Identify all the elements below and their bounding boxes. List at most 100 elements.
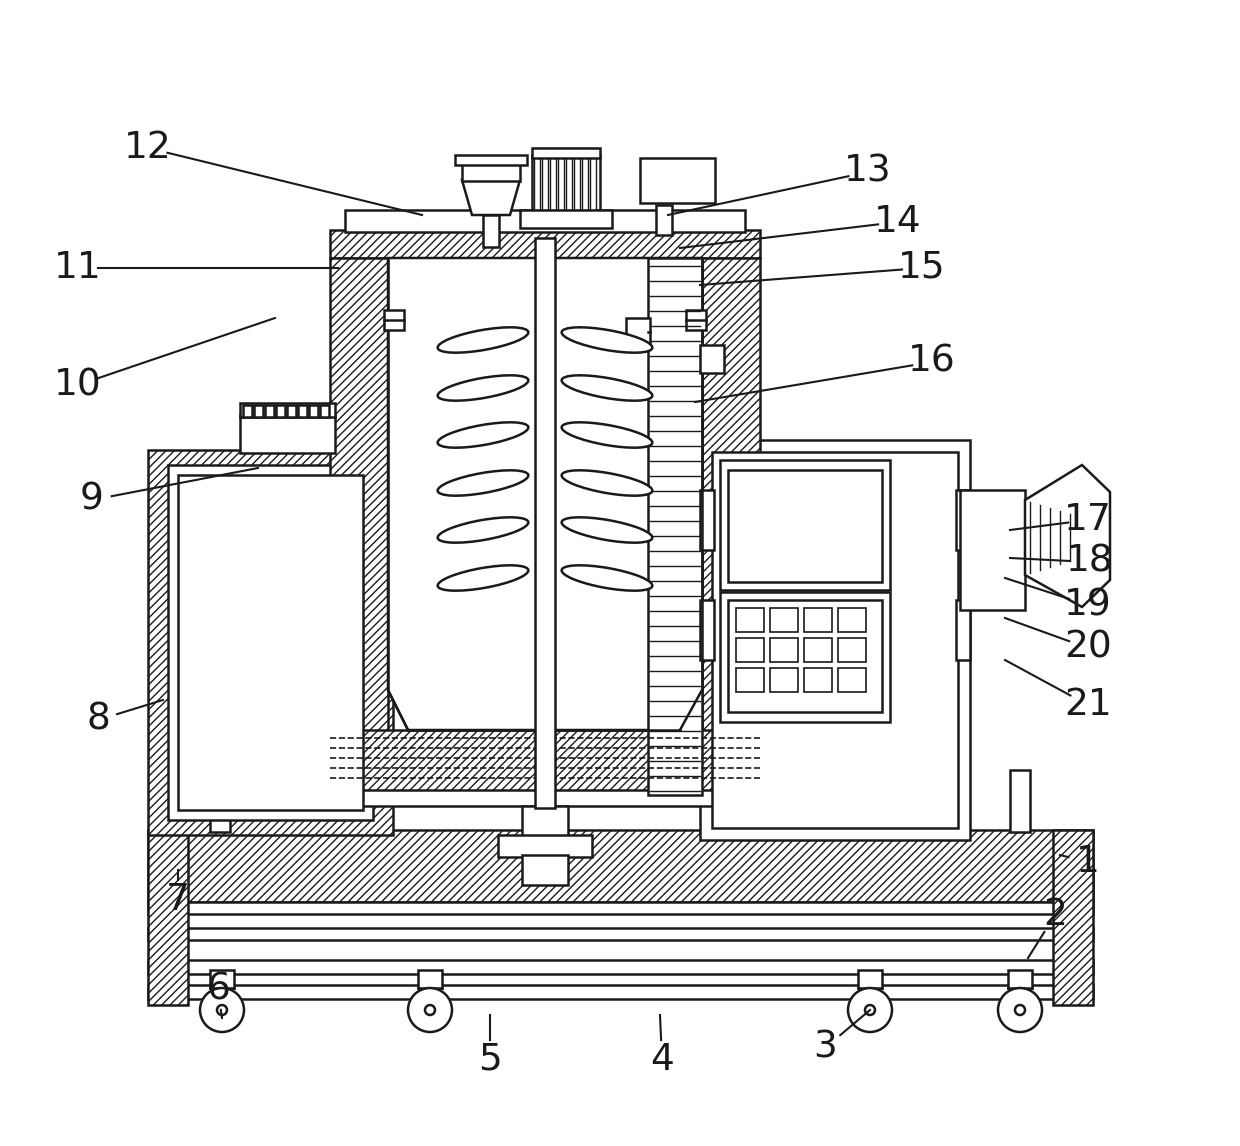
Bar <box>298 405 308 417</box>
Ellipse shape <box>562 376 652 401</box>
Bar <box>148 830 1092 902</box>
Circle shape <box>425 1005 435 1015</box>
Bar <box>330 790 760 806</box>
Text: 12: 12 <box>124 129 172 166</box>
Bar <box>720 460 890 590</box>
Bar <box>590 148 596 210</box>
Bar <box>463 162 520 181</box>
Polygon shape <box>388 258 702 730</box>
Circle shape <box>217 1005 227 1015</box>
Text: 6: 6 <box>206 972 229 1008</box>
Text: 19: 19 <box>1064 587 1112 623</box>
Text: 4: 4 <box>650 1042 673 1078</box>
Bar <box>148 830 188 1005</box>
Bar <box>956 490 970 550</box>
Bar <box>728 601 882 712</box>
Bar <box>770 668 799 692</box>
Bar <box>804 609 832 631</box>
Ellipse shape <box>562 328 652 353</box>
Ellipse shape <box>438 517 528 543</box>
Bar <box>574 148 580 210</box>
Bar <box>558 148 564 210</box>
Text: 2: 2 <box>1043 897 1066 933</box>
Text: 14: 14 <box>874 204 921 240</box>
Text: 5: 5 <box>479 1042 502 1078</box>
Bar <box>320 405 329 417</box>
Bar <box>522 806 568 851</box>
Bar <box>1008 970 1032 988</box>
Bar <box>1011 770 1030 832</box>
Bar <box>804 638 832 662</box>
Bar <box>534 148 539 210</box>
Bar <box>804 668 832 692</box>
Bar <box>737 609 764 631</box>
Bar <box>565 148 572 210</box>
Bar <box>686 311 706 330</box>
Bar <box>728 470 882 582</box>
Text: 18: 18 <box>1066 544 1114 580</box>
Circle shape <box>848 988 892 1033</box>
Bar <box>309 405 317 417</box>
Text: 13: 13 <box>844 154 892 190</box>
Bar <box>838 668 866 692</box>
Ellipse shape <box>562 423 652 448</box>
Polygon shape <box>463 180 520 215</box>
Ellipse shape <box>562 565 652 590</box>
Text: 7: 7 <box>166 882 190 918</box>
Circle shape <box>408 988 453 1033</box>
Bar <box>701 345 724 372</box>
Text: 11: 11 <box>55 250 102 286</box>
Bar <box>330 730 760 792</box>
Ellipse shape <box>562 470 652 496</box>
Bar <box>737 668 764 692</box>
Ellipse shape <box>562 517 652 543</box>
Text: 1: 1 <box>1076 843 1100 880</box>
Bar <box>148 450 393 835</box>
Bar <box>542 148 548 210</box>
Bar <box>210 770 229 832</box>
Bar <box>582 148 588 210</box>
Ellipse shape <box>438 470 528 496</box>
Bar <box>960 490 1025 610</box>
Circle shape <box>200 988 244 1033</box>
Ellipse shape <box>438 565 528 590</box>
Bar <box>838 609 866 631</box>
Bar <box>626 317 650 346</box>
Bar <box>148 986 1092 999</box>
Bar <box>265 405 274 417</box>
Text: 20: 20 <box>1064 630 1112 666</box>
Text: 9: 9 <box>81 482 104 518</box>
Bar <box>241 403 335 417</box>
Bar <box>737 638 764 662</box>
Ellipse shape <box>438 423 528 448</box>
Bar <box>649 258 702 795</box>
Ellipse shape <box>438 328 528 353</box>
Circle shape <box>1016 1005 1025 1015</box>
Bar <box>702 258 760 768</box>
Bar <box>640 158 715 203</box>
Bar <box>384 311 404 330</box>
Bar <box>330 258 388 768</box>
Bar <box>243 405 252 417</box>
Bar <box>286 405 296 417</box>
Bar <box>522 855 568 885</box>
Bar <box>656 205 672 235</box>
Bar <box>330 230 760 258</box>
Bar <box>148 902 1092 915</box>
Text: 21: 21 <box>1064 686 1112 723</box>
Text: 10: 10 <box>55 367 102 403</box>
Bar <box>455 155 527 165</box>
Bar <box>701 601 714 660</box>
Text: 3: 3 <box>813 1030 837 1066</box>
Bar <box>418 970 441 988</box>
Bar <box>712 452 959 829</box>
Bar <box>241 415 335 453</box>
Bar <box>858 970 882 988</box>
Bar <box>148 928 1092 940</box>
Bar <box>254 405 263 417</box>
Text: 8: 8 <box>86 702 110 738</box>
Polygon shape <box>1025 465 1110 607</box>
Bar <box>532 148 600 158</box>
Bar <box>520 210 613 228</box>
Bar <box>345 210 745 231</box>
